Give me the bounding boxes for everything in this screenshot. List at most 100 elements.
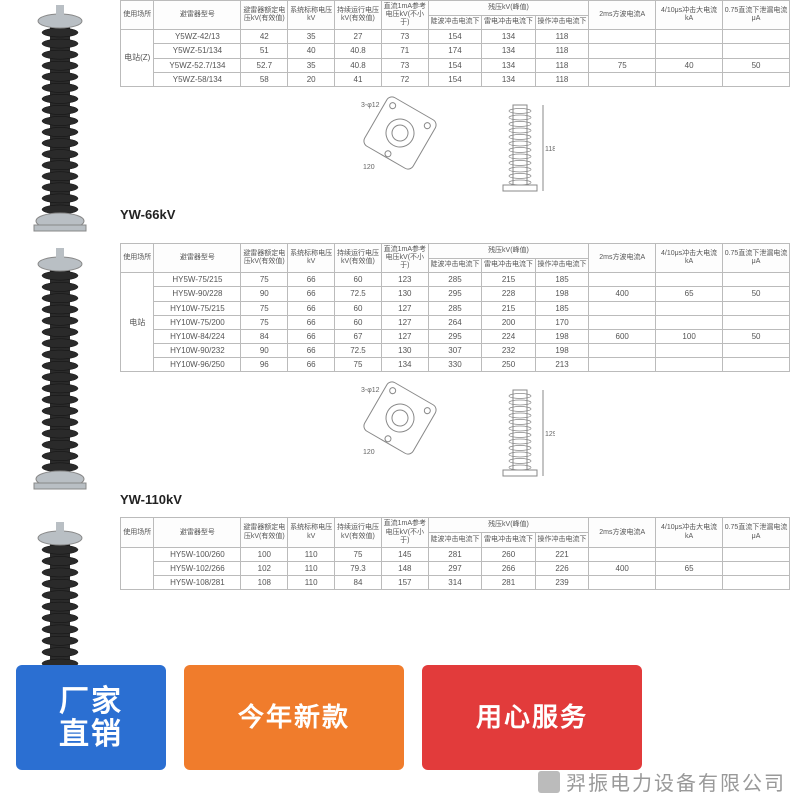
table-cell: 400 <box>589 561 656 575</box>
col-head: 避雷器型号 <box>154 1 241 30</box>
col-head: 使用场所 <box>121 518 154 547</box>
table-cell: 260 <box>482 547 536 561</box>
table-cell: 72.5 <box>335 287 382 301</box>
badge-line: 今年新款 <box>238 703 350 732</box>
table-cell <box>656 358 723 372</box>
table-cell: 134 <box>482 30 536 44</box>
table-cell: 295 <box>428 329 482 343</box>
table-cell: 213 <box>535 358 589 372</box>
table-cell: 72 <box>381 72 428 86</box>
table-cell: 185 <box>535 301 589 315</box>
table-row: HY5W-100/26010011075145281260221 <box>121 547 790 561</box>
table-cell <box>656 344 723 358</box>
table-cell <box>723 561 790 575</box>
table-cell: 118 <box>535 58 589 72</box>
col-head: 持续运行电压kV(有效值) <box>335 518 382 547</box>
svg-text:120: 120 <box>363 164 375 171</box>
col-head: 避雷器型号 <box>154 518 241 547</box>
table-cell: 281 <box>482 575 536 589</box>
table-cell: 73 <box>381 30 428 44</box>
table-cell: 145 <box>381 547 428 561</box>
table-cell: Y5WZ-52.7/134 <box>154 58 241 72</box>
table-cell: 130 <box>381 287 428 301</box>
table-cell: 285 <box>428 273 482 287</box>
table-row: HY5W-102/26610211079.314829726622640065 <box>121 561 790 575</box>
table-cell: 66 <box>288 301 335 315</box>
table-row: HY10W-96/250966675134330250213 <box>121 358 790 372</box>
footer-brand: 羿振电力设备有限公司 <box>538 767 786 796</box>
table-cell <box>656 547 723 561</box>
col-head: 直流1mA参考电压kV(不小于) <box>381 518 428 547</box>
table-cell <box>589 72 656 86</box>
table-cell: 232 <box>482 344 536 358</box>
table-cell <box>656 72 723 86</box>
col-sub: 操作冲击电流下 <box>535 15 589 30</box>
promo-bar: 厂家直销今年新款用心服务 羿振电力设备有限公司 <box>0 690 800 800</box>
col-sub: 陡波冲击电流下 <box>428 15 482 30</box>
table-cell <box>723 358 790 372</box>
col-residual: 残压kV(峰值) <box>428 1 589 16</box>
table-cell <box>656 315 723 329</box>
table-cell <box>589 547 656 561</box>
table-cell: 96 <box>241 358 288 372</box>
badge-line: 用心服务 <box>476 703 588 732</box>
table-cell: 58 <box>241 72 288 86</box>
company-name: 羿振电力设备有限公司 <box>566 767 786 796</box>
col-head: 2ms方波电流A <box>589 1 656 30</box>
table-cell: 40 <box>656 58 723 72</box>
table-row: HY10W-90/232906672.5130307232198 <box>121 344 790 358</box>
table-cell: 52.7 <box>241 58 288 72</box>
col-sub: 雷电冲击电流下 <box>482 533 536 548</box>
col-head: 4/10μs冲击大电流kA <box>656 518 723 547</box>
col-sub: 操作冲击电流下 <box>535 533 589 548</box>
table-cell: 72.5 <box>335 344 382 358</box>
spec-section: 使用场所避雷器型号避雷器额定电压kV(有效值)系统标称电压kV持续运行电压kV(… <box>10 243 790 509</box>
product-image <box>10 243 110 493</box>
table-cell: 285 <box>428 301 482 315</box>
svg-text:3-φ12: 3-φ12 <box>361 387 380 394</box>
table-cell: Y5WZ-58/134 <box>154 72 241 86</box>
table-cell: 40 <box>288 44 335 58</box>
table-cell: 134 <box>482 44 536 58</box>
promo-badge: 用心服务 <box>422 665 642 770</box>
col-head: 避雷器额定电压kV(有效值) <box>241 244 288 273</box>
table-cell: 75 <box>335 358 382 372</box>
table-cell: 66 <box>288 273 335 287</box>
arrester-icon <box>30 248 90 493</box>
col-head: 使用场所 <box>121 244 154 273</box>
table-cell: 110 <box>288 547 335 561</box>
table-cell: 157 <box>381 575 428 589</box>
table-cell: 66 <box>288 315 335 329</box>
table-cell: Y5WZ-51/134 <box>154 44 241 58</box>
table-cell <box>723 315 790 329</box>
table-cell: 185 <box>535 273 589 287</box>
table-cell <box>656 44 723 58</box>
table-row: Y5WZ-58/13458204172154134118 <box>121 72 790 86</box>
table-cell <box>723 44 790 58</box>
table-cell: 35 <box>288 30 335 44</box>
table-cell: 67 <box>335 329 382 343</box>
table-row: HY10W-75/200756660127264200170 <box>121 315 790 329</box>
promo-badge: 厂家直销 <box>16 665 166 770</box>
table-cell <box>589 575 656 589</box>
table-cell: 118 <box>535 44 589 58</box>
table-cell: 60 <box>335 315 382 329</box>
table-row: HY5W-108/28110811084157314281239 <box>121 575 790 589</box>
table-cell: 174 <box>428 44 482 58</box>
brand-logo-icon <box>538 771 560 793</box>
col-head: 0.75直流下泄漏电流μA <box>723 1 790 30</box>
dimension-diagram: 3-φ12 120 1290 <box>120 378 790 488</box>
arrester-icon <box>30 5 90 235</box>
table-row: HY5W-90/228906672.51302952281984006550 <box>121 287 790 301</box>
group-label: 电站 <box>121 273 154 372</box>
table-cell: 79.3 <box>335 561 382 575</box>
table-cell: 100 <box>656 329 723 343</box>
table-cell <box>589 301 656 315</box>
table-cell <box>589 30 656 44</box>
table-cell: 221 <box>535 547 589 561</box>
table-cell: 198 <box>535 287 589 301</box>
svg-text:1290: 1290 <box>545 431 555 438</box>
table-cell: 75 <box>589 58 656 72</box>
group-label <box>121 547 154 590</box>
table-cell: 200 <box>482 315 536 329</box>
